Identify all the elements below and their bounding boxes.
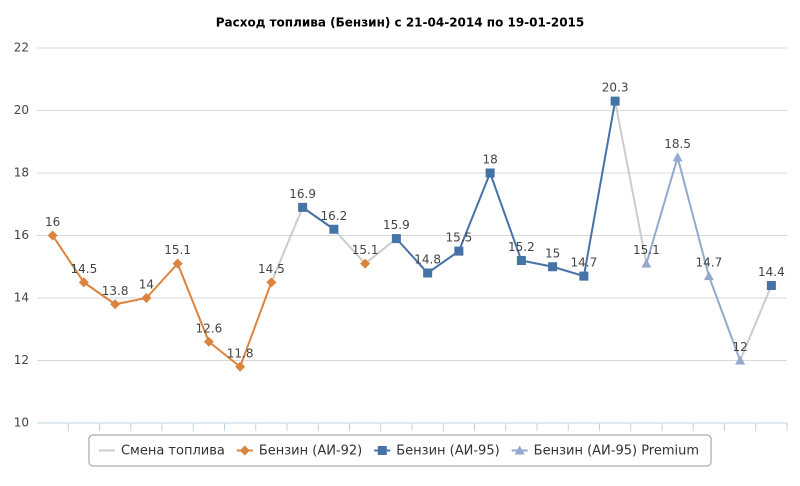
point bbox=[172, 258, 183, 269]
data-label: 16.9 bbox=[289, 187, 316, 201]
data-label: 16 bbox=[45, 215, 60, 229]
data-label: 15.1 bbox=[633, 243, 660, 257]
data-label: 15.1 bbox=[352, 243, 379, 257]
y-tick-label: 10 bbox=[14, 416, 29, 430]
point bbox=[298, 202, 308, 212]
data-label: 14 bbox=[139, 278, 154, 292]
y-tick-label: 20 bbox=[14, 103, 29, 117]
point bbox=[391, 234, 401, 244]
data-label: 15.2 bbox=[508, 240, 535, 254]
data-label: 20.3 bbox=[602, 81, 629, 95]
data-label: 12 bbox=[732, 340, 747, 354]
point bbox=[203, 336, 214, 347]
point bbox=[735, 355, 746, 365]
point bbox=[377, 446, 387, 455]
point bbox=[672, 152, 683, 162]
y-tick-label: 14 bbox=[14, 291, 29, 305]
data-label: 11.8 bbox=[227, 346, 254, 360]
data-label: 14.4 bbox=[758, 265, 785, 279]
legend-label: Бензин (АИ-95) Premium bbox=[534, 444, 699, 459]
legend-label: Бензин (АИ-92) bbox=[259, 444, 362, 459]
data-label: 15 bbox=[545, 246, 560, 260]
point bbox=[641, 258, 652, 268]
data-label: 12.6 bbox=[196, 321, 223, 335]
legend-label: Бензин (АИ-95) bbox=[396, 444, 499, 459]
point bbox=[110, 299, 121, 310]
point bbox=[235, 361, 246, 372]
data-label: 14.8 bbox=[414, 253, 441, 267]
point bbox=[516, 256, 526, 265]
legend-box bbox=[88, 434, 712, 467]
chart-title: Расход топлива (Бензин) с 21-04-2014 по … bbox=[216, 16, 585, 30]
legend: Смена топлива Бензин (АИ-92) Бензин (АИ-95… bbox=[88, 434, 712, 467]
point bbox=[239, 445, 250, 456]
data-label: 13.8 bbox=[102, 284, 129, 298]
point bbox=[766, 281, 776, 290]
point bbox=[423, 268, 433, 278]
data-label: 15.9 bbox=[383, 218, 410, 232]
point bbox=[47, 230, 58, 241]
point bbox=[78, 277, 89, 288]
data-label: 14.7 bbox=[696, 256, 723, 270]
data-label: 14.5 bbox=[71, 262, 98, 276]
data-label: 14.7 bbox=[571, 256, 598, 270]
point bbox=[579, 271, 589, 281]
data-label: 18.5 bbox=[664, 137, 691, 151]
point bbox=[610, 96, 620, 106]
legend-label: Смена топлива bbox=[121, 444, 225, 459]
series-line bbox=[53, 236, 366, 367]
point bbox=[141, 293, 152, 303]
point bbox=[703, 271, 714, 281]
y-tick-label: 16 bbox=[14, 228, 29, 242]
data-label: 16.2 bbox=[321, 209, 348, 223]
point bbox=[485, 168, 495, 178]
series-line bbox=[645, 153, 742, 361]
point bbox=[548, 262, 558, 272]
data-label: 18 bbox=[482, 153, 497, 167]
y-tick-label: 18 bbox=[14, 166, 29, 180]
data-label: 15.5 bbox=[446, 231, 473, 245]
y-tick-label: 22 bbox=[14, 41, 29, 55]
data-label: 15.1 bbox=[164, 243, 191, 257]
point bbox=[514, 445, 525, 455]
point bbox=[360, 258, 371, 269]
point bbox=[454, 246, 464, 256]
data-label: 14.5 bbox=[258, 262, 285, 276]
point bbox=[266, 277, 277, 288]
point bbox=[329, 224, 339, 234]
y-tick-label: 12 bbox=[14, 353, 29, 367]
